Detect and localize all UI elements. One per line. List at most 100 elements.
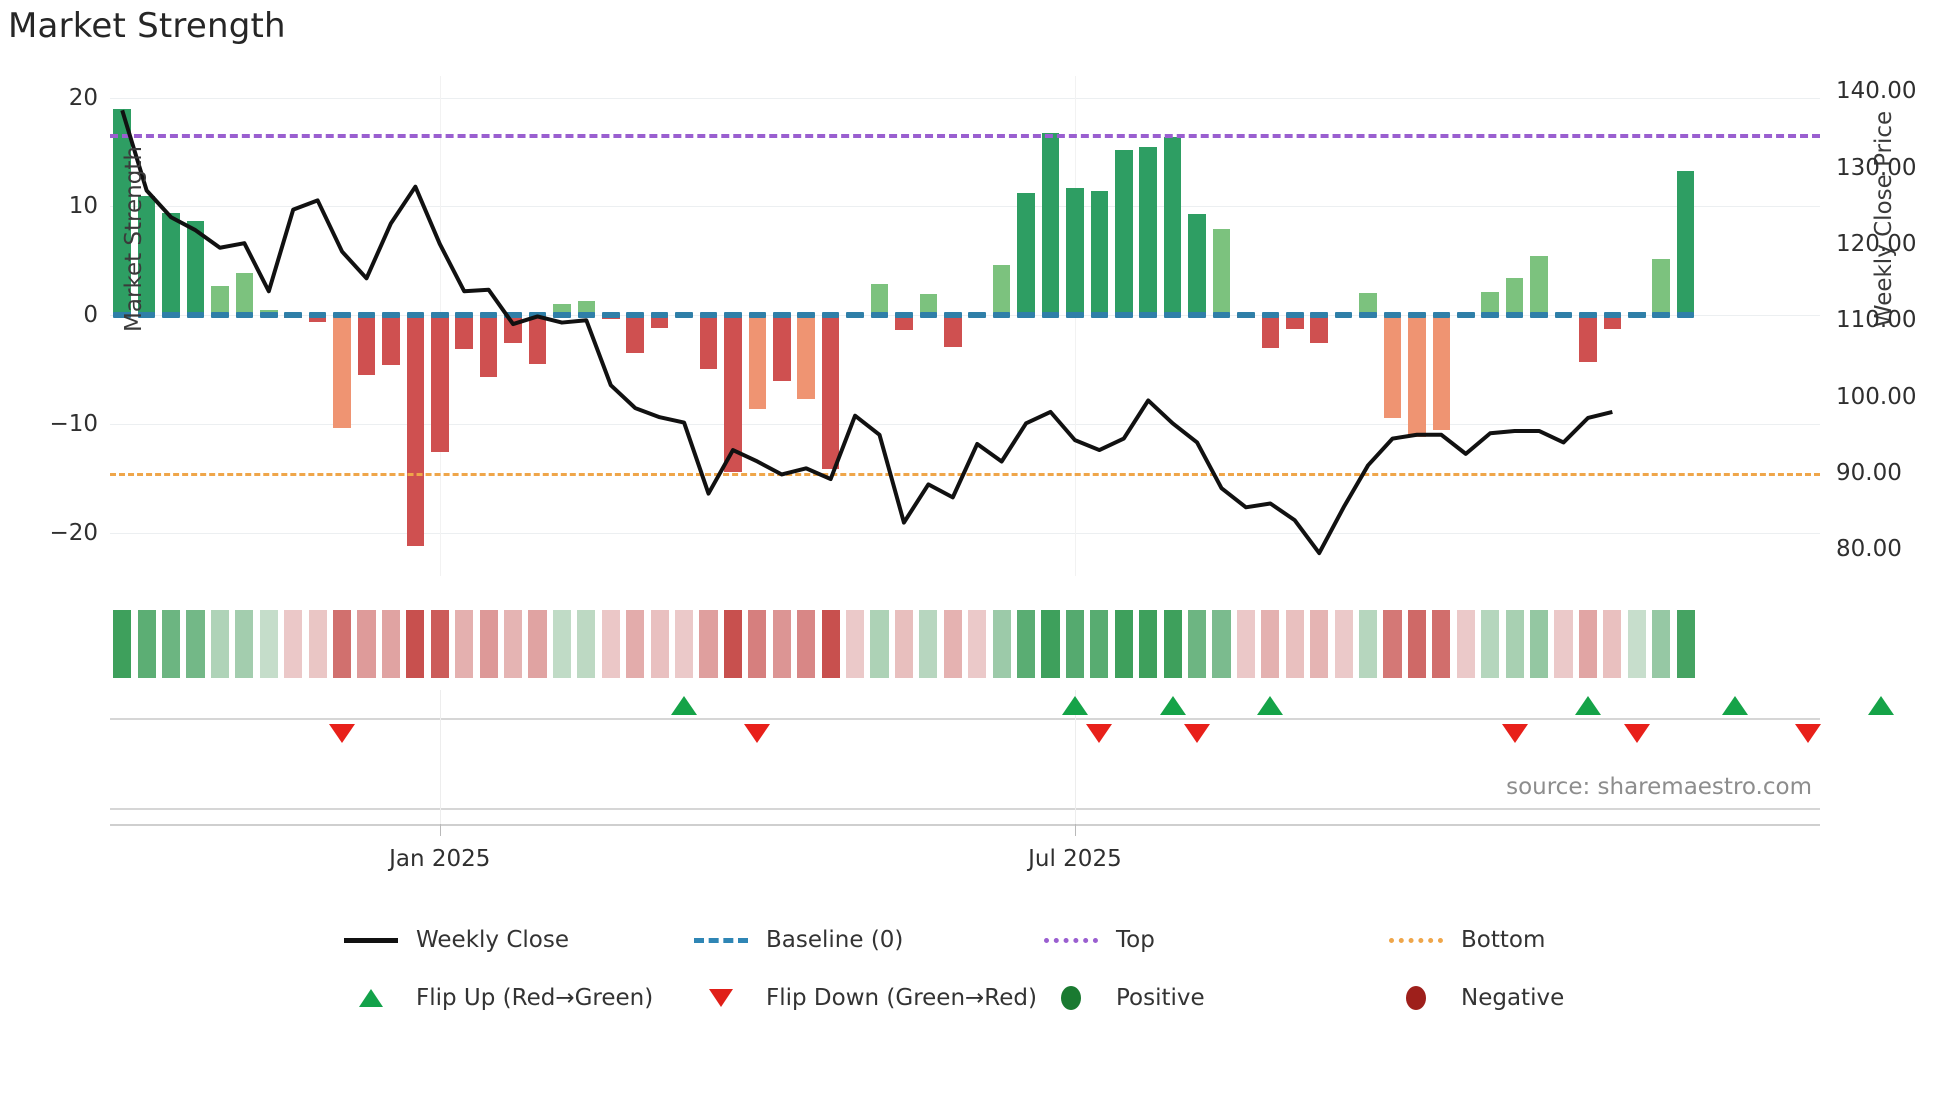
- heatmap-cell: [528, 610, 547, 678]
- baseline-segment: [748, 312, 767, 319]
- bar: [186, 220, 205, 316]
- flip-up-marker-icon: [1574, 696, 1601, 715]
- heatmap-cell: [943, 610, 962, 678]
- green-dot-key-icon: [1040, 986, 1102, 1010]
- heatmap-cell: [650, 610, 669, 678]
- bar: [137, 195, 156, 316]
- heatmap-cell: [626, 610, 645, 678]
- baseline-segment: [137, 312, 156, 319]
- right-axis-tick: 130.00: [1836, 154, 1917, 181]
- baseline-segment: [308, 312, 327, 319]
- heatmap-cell: [1334, 610, 1353, 678]
- legend-label: Weekly Close: [416, 927, 569, 953]
- bar: [821, 315, 840, 470]
- left-axis-tick: 0: [83, 302, 98, 329]
- legend-item-negative[interactable]: Negative: [1385, 985, 1564, 1011]
- bar: [626, 315, 644, 354]
- flip-up-marker-icon: [1721, 696, 1748, 715]
- baseline-segment: [1017, 312, 1035, 319]
- gridline: [110, 315, 1820, 317]
- bar: [162, 212, 180, 316]
- heatmap-cell: [552, 610, 571, 678]
- bar: [870, 283, 889, 316]
- heatmap-cell: [919, 610, 938, 678]
- x-tick-mark: [1074, 824, 1076, 836]
- baseline-segment: [626, 312, 644, 319]
- legend-item-positive[interactable]: Positive: [1040, 985, 1385, 1011]
- baseline-segment: [1285, 312, 1304, 319]
- heatmap-cell: [968, 610, 987, 678]
- baseline-segment: [211, 312, 229, 319]
- heatmap-cell: [504, 610, 523, 678]
- flip-down-marker-icon: [1501, 724, 1528, 743]
- heatmap-cell: [1505, 610, 1524, 678]
- heatmap-cell: [455, 610, 474, 678]
- bar: [1285, 315, 1304, 330]
- bar: [455, 315, 473, 349]
- bar: [1359, 293, 1377, 316]
- heatmap-cell: [894, 610, 913, 678]
- legend-label: Flip Up (Red→Green): [416, 985, 654, 1011]
- vertical-gridline: [1074, 690, 1076, 750]
- lower-panel-baseline: [110, 808, 1820, 810]
- bar: [528, 315, 547, 365]
- baseline-segment: [846, 312, 864, 319]
- lower-panel: source: sharemaestro.com: [110, 750, 1820, 830]
- bar: [1530, 256, 1548, 316]
- heatmap-cell: [1065, 610, 1084, 678]
- bar: [1261, 315, 1280, 348]
- bar: [943, 315, 962, 347]
- bar: [1652, 258, 1670, 316]
- legend-item-weekly-close[interactable]: Weekly Close: [340, 927, 690, 953]
- legend-item-baseline[interactable]: Baseline (0): [690, 927, 1040, 953]
- bar: [1041, 132, 1060, 316]
- heatmap-cell: [1139, 610, 1158, 678]
- baseline-segment: [943, 312, 962, 319]
- vertical-gridline: [439, 690, 441, 750]
- left-axis-tick: 20: [68, 84, 98, 111]
- baseline-segment: [1627, 312, 1646, 319]
- heatmap-cell: [1236, 610, 1255, 678]
- legend-item-top[interactable]: Top: [1040, 927, 1385, 953]
- baseline-segment: [1603, 312, 1622, 319]
- right-axis-tick: 80.00: [1836, 536, 1902, 563]
- baseline-segment: [1579, 312, 1597, 319]
- legend-item-flip-down[interactable]: Flip Down (Green→Red): [690, 985, 1040, 1011]
- gridline: [110, 423, 1820, 425]
- gridline: [110, 97, 1820, 99]
- bar: [1188, 214, 1206, 316]
- bar: [333, 315, 351, 429]
- bar: [1383, 315, 1402, 419]
- baseline-segment: [772, 312, 791, 319]
- legend-item-flip-up[interactable]: Flip Up (Red→Green): [340, 985, 690, 1011]
- heatmap-cell: [675, 610, 694, 678]
- heatmap-cell: [992, 610, 1011, 678]
- source-watermark: source: sharemaestro.com: [1506, 774, 1812, 800]
- page-title: Market Strength: [8, 6, 286, 46]
- x-tick-mark: [439, 824, 441, 836]
- bar: [553, 304, 571, 316]
- chart-legend: Weekly Close Baseline (0) Top Bottom Fli…: [340, 920, 1640, 1018]
- heatmap-cell: [1627, 610, 1646, 678]
- legend-row-1: Weekly Close Baseline (0) Top Bottom: [340, 920, 1640, 960]
- legend-item-bottom[interactable]: Bottom: [1385, 927, 1545, 953]
- heatmap-cell: [333, 610, 352, 678]
- flip-down-marker-icon: [1184, 724, 1211, 743]
- heatmap-cell: [137, 610, 156, 678]
- heatmap-cell: [308, 610, 327, 678]
- heatmap-cell: [699, 610, 718, 678]
- top-threshold-line: [110, 133, 1820, 138]
- baseline-segment: [406, 312, 425, 319]
- heatmap-cell: [772, 610, 791, 678]
- right-axis-tick: 110.00: [1836, 307, 1917, 334]
- bar: [797, 315, 815, 399]
- flip-strip-axis: [110, 718, 1820, 720]
- flip-up-marker-icon: [1061, 696, 1088, 715]
- bar: [479, 315, 498, 378]
- left-axis-label: Market Strength: [121, 146, 147, 332]
- baseline-segment: [1481, 312, 1499, 319]
- heatmap-cell: [1188, 610, 1207, 678]
- baseline-segment: [699, 312, 718, 319]
- gridline: [110, 532, 1820, 534]
- x-axis: Jan 2025 Jul 2025: [110, 824, 1820, 884]
